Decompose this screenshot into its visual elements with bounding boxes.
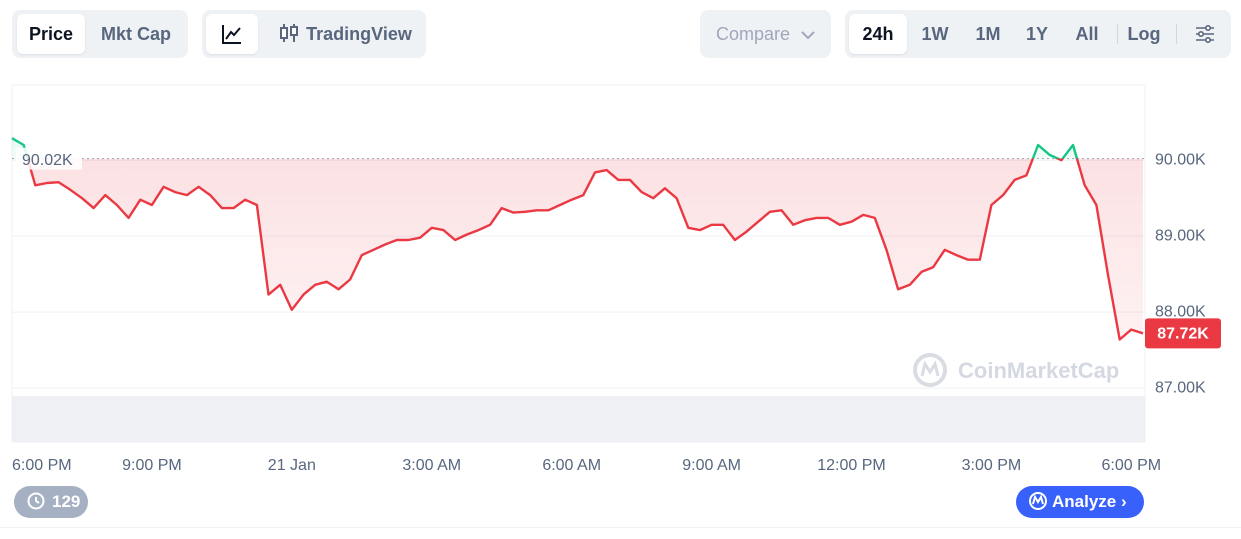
range-24h[interactable]: 24h <box>849 14 907 54</box>
baseline-label: 90.02K <box>22 152 73 169</box>
x-tick-label: 6:00 PM <box>1102 457 1162 474</box>
x-tick-label: 3:00 AM <box>402 457 461 474</box>
tab-tradingview[interactable]: TradingView <box>270 14 420 54</box>
tab-price[interactable]: Price <box>17 14 85 54</box>
current-price-label: 87.72K <box>1157 326 1209 343</box>
y-tick-label: 89.00K <box>1155 227 1206 244</box>
settings[interactable] <box>1187 14 1223 54</box>
chart: CoinMarketCap 87.00K 88.00K 89.00K 90.00K 6:… <box>11 84 1221 474</box>
watermark-label: CoinMarketCap <box>958 358 1119 383</box>
history-count: 129 <box>52 492 81 511</box>
analyze-button[interactable]: Analyze › <box>1016 486 1144 518</box>
price-area <box>12 138 1143 340</box>
history-icon <box>27 492 45 510</box>
tradingview-label: TradingView <box>306 24 412 44</box>
candle-icon <box>280 24 299 42</box>
range-all[interactable]: All <box>1075 24 1099 44</box>
y-tick-label: 90.00K <box>1155 151 1206 168</box>
price-line <box>11 137 1144 341</box>
settings-icon <box>1196 24 1214 44</box>
volume-band <box>12 396 1145 442</box>
analyze-icon <box>1029 492 1047 510</box>
separator <box>1117 24 1118 44</box>
y-tick-label: 87.00K <box>1155 379 1206 396</box>
history-pill[interactable]: 129 <box>14 486 88 518</box>
type-tabs: Price Mkt Cap <box>12 10 188 58</box>
divider <box>0 527 1241 528</box>
x-tick-label: 9:00 AM <box>682 457 741 474</box>
compare-label: Compare <box>715 24 790 44</box>
y-tick-label: 88.00K <box>1155 303 1206 320</box>
separator <box>1176 24 1177 44</box>
range-tabs: 24h 1W 1M 1Y All Log <box>845 10 1231 58</box>
x-tick-label: 6:00 PM <box>12 457 72 474</box>
current-price-tag <box>1145 318 1221 349</box>
baseline-label-bg <box>16 147 82 170</box>
range-1w[interactable]: 1W <box>921 24 949 44</box>
compare: Compare <box>700 14 831 54</box>
watermark: CoinMarketCap <box>913 353 1119 387</box>
range-1m[interactable]: 1M <box>975 24 1001 44</box>
x-tick-label: 12:00 PM <box>817 457 885 474</box>
tab-line[interactable] <box>206 14 258 54</box>
x-tick-label: 21 Jan <box>268 457 316 474</box>
line-icon <box>222 25 241 44</box>
view-tabs: TradingView <box>202 10 426 58</box>
analyze-label: Analyze <box>1052 492 1117 511</box>
tab-mkt-cap[interactable]: Mkt Cap <box>100 24 171 44</box>
compare-dropdown[interactable]: Compare <box>700 10 831 58</box>
x-tick-label: 6:00 AM <box>542 457 601 474</box>
x-tick-label: 9:00 PM <box>122 457 182 474</box>
log-toggle[interactable]: Log <box>1127 24 1161 44</box>
range-1y[interactable]: 1Y <box>1025 24 1049 44</box>
chevron <box>801 31 815 40</box>
x-tick-label: 3:00 PM <box>962 457 1022 474</box>
